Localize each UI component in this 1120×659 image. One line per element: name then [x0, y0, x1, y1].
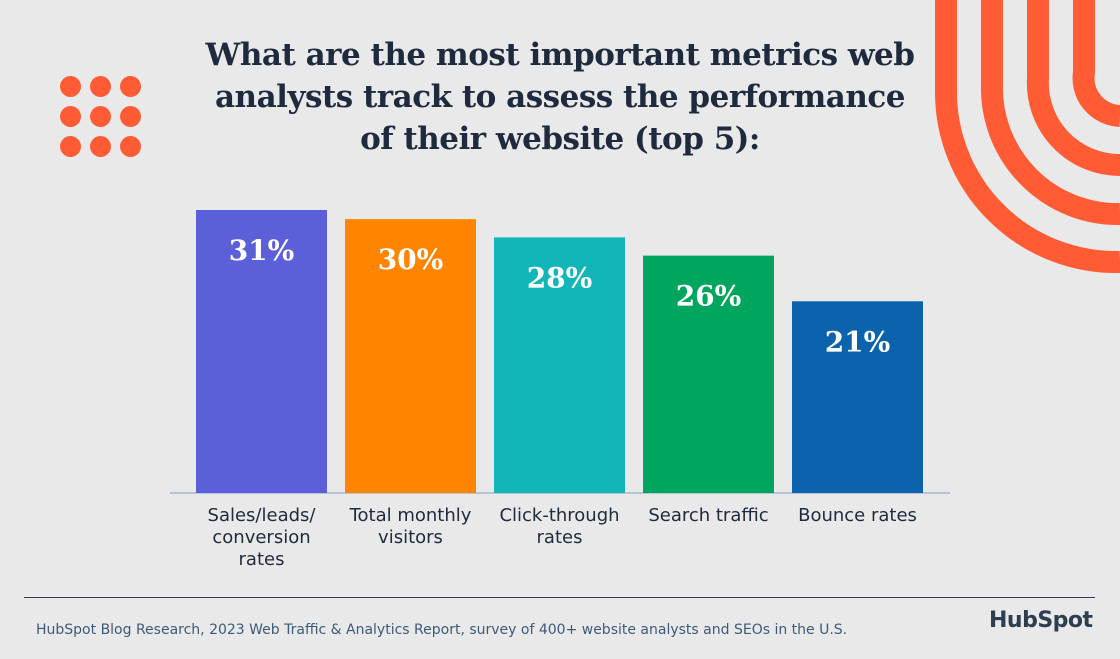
decorative-arc: [1026, 0, 1120, 177]
category-label: Click-through rates: [490, 505, 630, 549]
decorative-dot: [60, 106, 81, 127]
bar-value-label: 21%: [825, 325, 891, 358]
category-label: Total monthly visitors: [341, 505, 481, 549]
bar: [196, 210, 327, 493]
category-label-line: Search traffic: [648, 505, 769, 526]
bar: [643, 255, 774, 493]
decorative-dot: [120, 106, 141, 127]
bar-value-label: 30%: [378, 243, 444, 276]
category-label-line: Click-through: [499, 505, 620, 526]
category-label: Bounce rates: [788, 505, 928, 527]
bar-value-label: 28%: [527, 261, 593, 294]
bar: [345, 219, 476, 493]
bar: [494, 237, 625, 493]
category-label: Sales/leads/conversion rates: [192, 505, 332, 571]
decorative-arc: [1072, 0, 1120, 127]
category-label-line: Sales/leads/: [207, 505, 316, 526]
decorative-dot: [60, 76, 81, 97]
decorative-dot: [120, 76, 141, 97]
title-line-3: of their website (top 5):: [360, 121, 760, 157]
source-note: HubSpot Blog Research, 2023 Web Traffic …: [36, 622, 848, 638]
category-label-line: visitors: [378, 527, 443, 548]
footer-divider: [24, 597, 1095, 598]
decorative-dot: [90, 136, 111, 157]
category-label-line: rates: [238, 549, 285, 570]
bar-value-label: 26%: [676, 280, 742, 313]
bar-chart: 31% 30% 28% 26% 21%: [170, 210, 950, 494]
bar-value-label: 31%: [229, 234, 295, 267]
title-line-2: analysts track to assess the performance: [214, 79, 906, 115]
category-label-line: Total monthly: [349, 505, 472, 526]
decorative-dot: [120, 136, 141, 157]
category-label-line: rates: [536, 527, 583, 548]
decorative-dot: [90, 76, 111, 97]
hubspot-logo: HubSpot: [989, 608, 1093, 633]
category-label: Search traffic: [639, 505, 779, 527]
decorative-dot-grid: [60, 76, 144, 160]
chart-title: What are the most important metrics web …: [200, 34, 920, 160]
decorative-dot: [90, 106, 111, 127]
decorative-arcs: [934, 0, 1120, 274]
decorative-dot: [60, 136, 81, 157]
bar: [792, 301, 923, 493]
category-label-line: conversion: [212, 527, 311, 548]
title-line-1: What are the most important metrics web: [205, 37, 915, 73]
category-label-line: Bounce rates: [798, 505, 917, 526]
decorative-arc: [980, 0, 1120, 226]
decorative-arc: [934, 0, 1120, 274]
